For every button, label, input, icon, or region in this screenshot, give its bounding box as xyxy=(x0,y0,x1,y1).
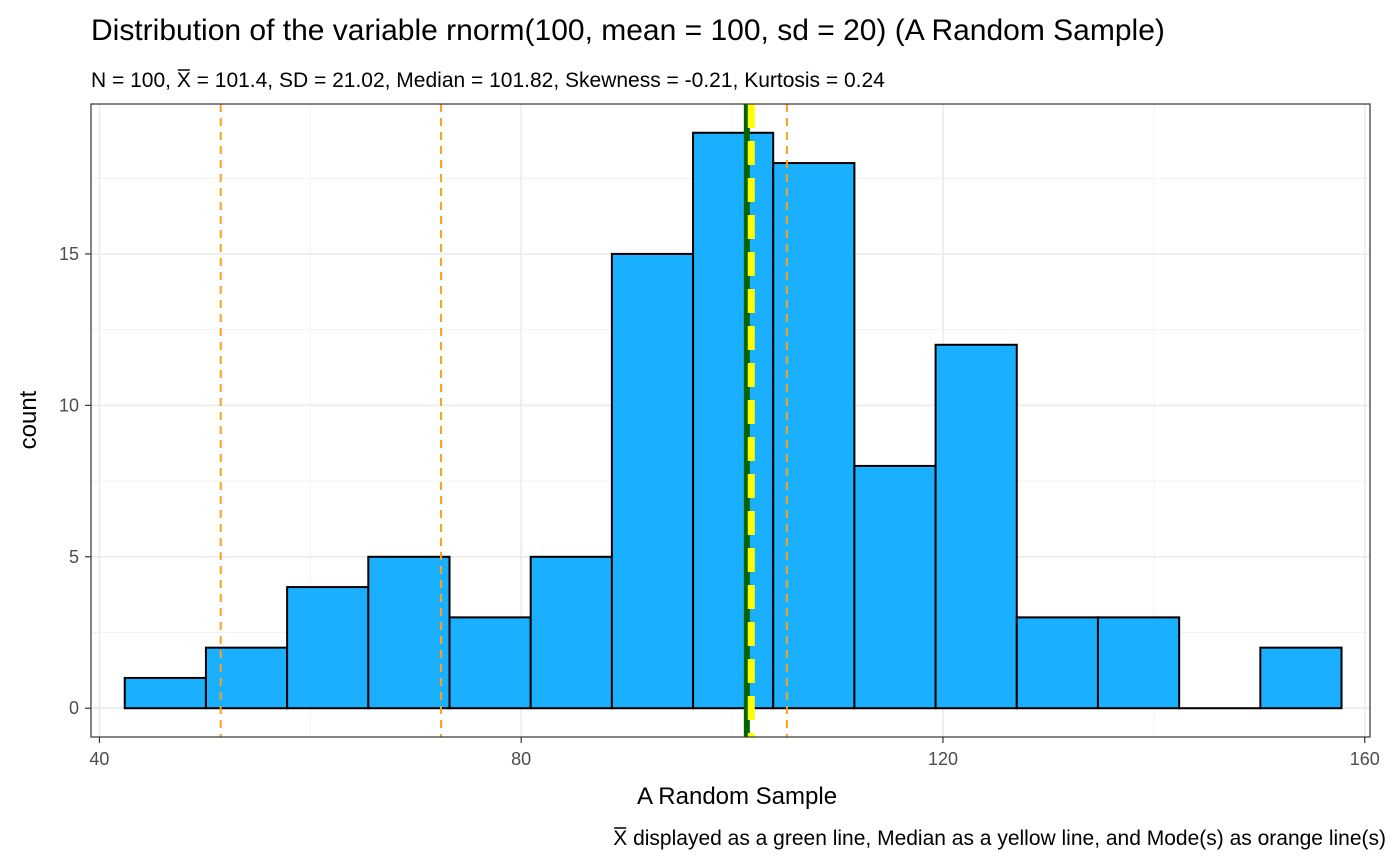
histogram-bar xyxy=(286,586,370,710)
histogram-bar xyxy=(610,252,695,710)
histogram-bar xyxy=(1096,616,1181,710)
y-tick-label: 5 xyxy=(69,547,79,567)
subtitle-stats: = 101.4, SD = 21.02, Median = 101.82, Sk… xyxy=(191,69,885,92)
subtitle-prefix: N = 100, xyxy=(91,69,177,92)
y-tick-label: 0 xyxy=(69,698,79,718)
histogram-bar xyxy=(772,162,856,710)
histogram-bar xyxy=(1259,646,1343,710)
chart-caption: X displayed as a green line, Median as a… xyxy=(613,827,1386,850)
histogram-bar xyxy=(448,616,532,710)
y-tick-label: 15 xyxy=(59,244,79,264)
x-tick-label: 40 xyxy=(89,749,109,769)
histogram-bar xyxy=(934,343,1018,710)
subtitle-xbar-symbol: X xyxy=(177,69,191,92)
histogram-bar xyxy=(204,646,289,710)
y-axis-ticks: 0 5 10 15 xyxy=(59,244,91,718)
chart-title: Distribution of the variable rnorm(100, … xyxy=(91,14,1165,47)
histogram-bars xyxy=(123,131,1343,710)
histogram-bar xyxy=(529,555,613,710)
x-tick-label: 80 xyxy=(511,749,531,769)
reference-lines xyxy=(219,104,788,737)
x-tick-label: 160 xyxy=(1350,749,1380,769)
histogram-bar xyxy=(853,464,937,710)
histogram-bar xyxy=(1015,616,1099,710)
caption-xbar-symbol: X xyxy=(613,827,627,850)
chart-subtitle: N = 100, X = 101.4, SD = 21.02, Median =… xyxy=(91,69,885,92)
x-axis-title: A Random Sample xyxy=(637,783,837,810)
histogram-bar xyxy=(367,555,451,710)
histogram-bar xyxy=(123,676,207,710)
x-tick-label: 120 xyxy=(928,749,958,769)
y-axis-title: count xyxy=(15,390,42,449)
panel-border xyxy=(90,103,1371,738)
x-axis-ticks: 40 80 120 160 xyxy=(89,737,1380,769)
caption-text: displayed as a green line, Median as a y… xyxy=(627,827,1386,850)
histogram-bar xyxy=(692,131,775,710)
y-tick-label: 10 xyxy=(59,395,79,415)
